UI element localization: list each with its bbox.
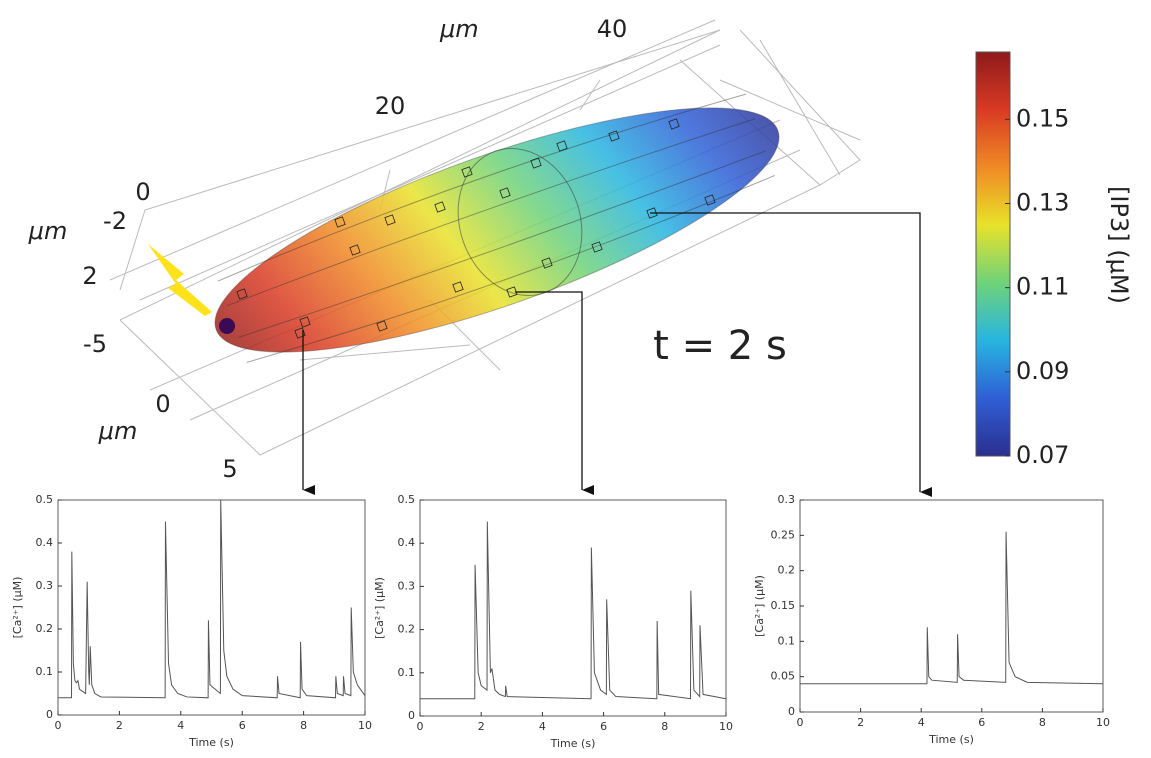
axis-label: μm [28,217,68,245]
x-tick-label: 8 [661,720,668,733]
y-tick-label: 0.5 [398,493,416,506]
y-tick-label: 0 [408,709,415,722]
x-tick-label: 4 [539,720,546,733]
x-tick-label: 8 [1039,716,1046,729]
x-tick-label: 6 [600,720,607,733]
x-axis-label: Time (s) [928,733,974,746]
x-tick-label: 4 [918,716,925,729]
colorbar-tick-label: 0.07 [1016,441,1069,469]
annotation: t = 2 s [653,323,787,369]
x-tick-label: 6 [978,716,985,729]
x-tick-label: 2 [116,719,123,732]
y-tick-label: 0.05 [771,670,796,683]
x-tick-label: 0 [55,719,62,732]
y-tick-label: 0.1 [398,666,416,679]
x-tick-label: 0 [417,720,424,733]
y-tick-label: 0.25 [771,528,796,541]
y-tick-label: 0.4 [36,536,54,549]
x-tick-label: 6 [239,719,246,732]
y-axis-label: [Ca²⁺] (μM) [11,577,24,639]
tick-label: 2 [82,262,97,290]
tick-label: -5 [83,330,107,358]
tick-label: 40 [597,15,628,43]
y-tick-label: 0.5 [36,493,54,506]
y-tick-label: 0 [788,705,795,718]
line-panel: 0 2 4 6 8 10 0 0.05 0.1 0.15 0.2 0.25 0.3 Time (s) [Ca… [753,493,1110,746]
x-axis-label: Time (s) [550,737,596,750]
axis-label: μm [439,15,479,43]
y-tick-label: 0.3 [398,579,416,592]
tick-label: -2 [103,207,127,235]
plot-frame [420,500,726,716]
y-tick-label: 0.2 [398,623,416,636]
tick-label: 0 [135,178,150,206]
colorbar-tick-label: 0.09 [1016,357,1069,385]
y-tick-label: 0 [46,708,53,721]
x-tick-label: 4 [177,719,184,732]
tick-label: 0 [155,390,170,418]
y-tick-label: 0.3 [778,493,796,506]
x-tick-label: 10 [358,719,372,732]
x-tick-label: 0 [797,716,804,729]
y-tick-label: 0.4 [398,536,416,549]
y-axis-label: [Ca²⁺] (μM) [753,575,766,637]
colorbar-tick-label: 0.11 [1016,273,1069,301]
y-tick-label: 0.15 [771,599,796,612]
stimulus-site [219,318,235,334]
x-axis-label: Time (s) [188,736,234,749]
tick-label: 5 [222,455,237,483]
x-tick-label: 2 [478,720,485,733]
plot-frame [58,500,365,715]
y-tick-label: 0.2 [36,622,54,635]
line-panel: 0 2 4 6 8 10 0 0.1 0.2 0.3 0.4 0.5 Time (s) [Ca²⁺] (μ… [373,493,733,750]
x-tick-label: 10 [719,720,733,733]
colorbar [976,52,1010,456]
y-tick-label: 0.2 [778,564,796,577]
y-axis-label: [Ca²⁺] (μM) [373,577,386,639]
line-panel: 0 2 4 6 8 10 0 0.1 0.2 0.3 0.4 0.5 Time (s) [Ca²⁺] (μ… [11,493,372,749]
axis-label: μm [98,417,138,445]
colorbar-tick-label: 0.15 [1016,104,1069,132]
colorbar-label: [IP3] (μM) [1105,186,1133,304]
x-tick-label: 10 [1096,716,1110,729]
x-tick-label: 8 [300,719,307,732]
y-tick-label: 0.1 [36,665,54,678]
x-tick-label: 2 [857,716,864,729]
colorbar-tick-label: 0.13 [1016,189,1069,217]
y-tick-label: 0.1 [778,634,796,647]
plot-frame [800,500,1103,712]
figure: μm2040μm0-22μm-505t = 2 s0.070.090.110.1… [0,0,1151,758]
tick-label: 20 [375,92,406,120]
y-tick-label: 0.3 [36,579,54,592]
